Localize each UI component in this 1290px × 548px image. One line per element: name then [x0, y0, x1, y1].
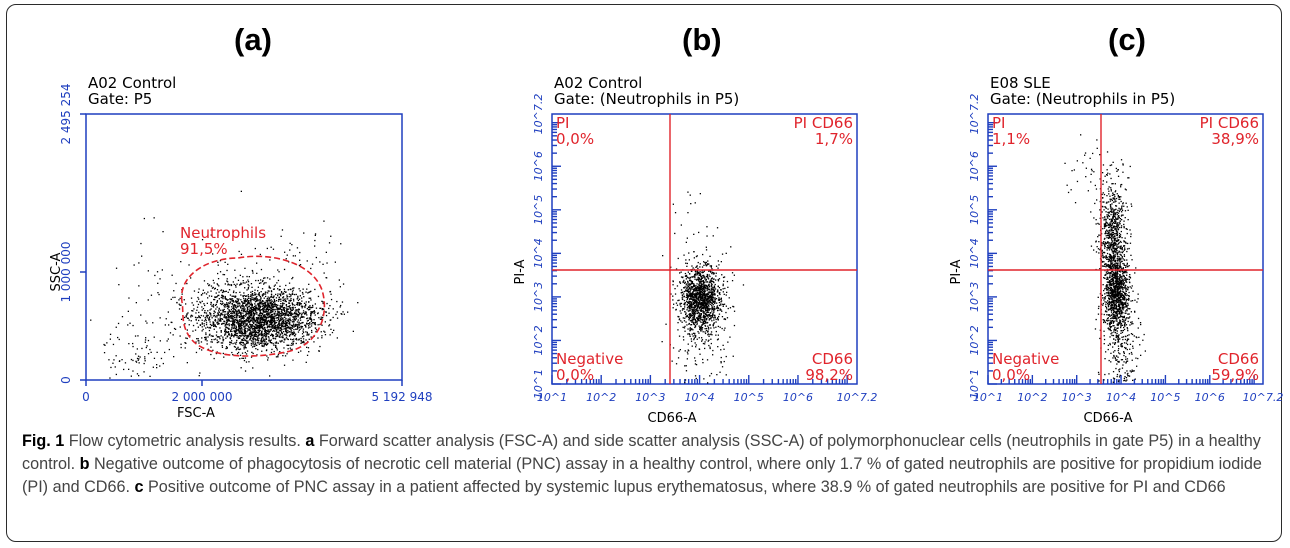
plot-b-y-tick-label: 10^3: [532, 282, 545, 312]
plot-c-quadrant-percent: 0,0%: [992, 366, 1030, 384]
plot-b-y-tick-label: 10^5: [532, 195, 545, 225]
plot-b-y-tick-label: 10^1: [532, 369, 545, 399]
plot-a-events: [90, 190, 359, 379]
plot-c-x-tick-label: 10^1: [973, 391, 1003, 404]
caption-fig-label: Fig. 1: [22, 432, 65, 450]
plot-a-frame: [85, 113, 403, 381]
plot-b-title: A02 Control: [554, 74, 642, 92]
plot-c-x-tick-label: 10^3: [1062, 391, 1092, 404]
plot-c-y-tick-label: 10^6: [968, 151, 981, 181]
plot-b-quadrant-percent: 1,7%: [815, 130, 853, 148]
plot-c-y-tick-label: 10^5: [968, 195, 981, 225]
caption-title: Flow cytometric analysis results.: [68, 432, 301, 450]
plot-c-events: [1064, 134, 1146, 383]
plot-c-quadrant-percent: 38,9%: [1211, 130, 1259, 148]
plot-b-x-tick-label: 10^7.2: [837, 391, 878, 404]
panel-label-a: (a): [234, 22, 272, 57]
plot-c-frame: [987, 113, 1264, 385]
plot-b-y-tick-label: 10^4: [532, 238, 545, 268]
plot-c-x-tick-label: 10^7.2: [1243, 391, 1284, 404]
plot-b-quadrant-name: Negative: [556, 350, 623, 368]
plot-b-x-tick-label: 10^6: [783, 391, 813, 404]
plot-b-quadrant-percent: 0,0%: [556, 130, 594, 148]
plot-b-x-tick-label: 10^4: [684, 391, 714, 404]
plot-a-y-tick-label: 0: [59, 376, 73, 384]
plot-b-quadrant-name: CD66: [812, 350, 853, 368]
plot-a-y-tick-label: 1 000 000: [59, 241, 73, 302]
plot-b-quadrant-percent: 98,2%: [805, 366, 853, 384]
plot-b-y-tick-label: 10^6: [532, 151, 545, 181]
panel-label-b: (b): [682, 22, 722, 57]
plot-b-y-tick-label: 10^2: [532, 325, 545, 355]
plot-a-y-axis-label: SSC-A: [49, 252, 64, 291]
plot-b-gate-label: Gate: (Neutrophils in P5): [554, 90, 739, 108]
plot-c-y-tick-label: 10^7.2: [968, 94, 981, 135]
plot-b-y-axis-label: PI-A: [513, 259, 528, 284]
plot-a-gate-percent: 91,5%: [180, 240, 228, 258]
plot-b-quadrant-name: PI: [556, 114, 569, 132]
plot-b-x-tick-label: 10^1: [537, 391, 567, 404]
plot-c-quadrant-name: PI: [992, 114, 1005, 132]
figure-frame: [6, 4, 1282, 542]
plot-b-x-tick-label: 10^2: [586, 391, 616, 404]
plot-c-y-tick-label: 10^4: [968, 238, 981, 268]
plot-b-x-tick-label: 10^3: [635, 391, 665, 404]
plot-c-x-tick-label: 10^5: [1150, 391, 1180, 404]
plot-b-x-tick-label: 10^5: [734, 391, 764, 404]
plot-b-y-tick-label: 10^7.2: [532, 94, 545, 135]
plot-a-x-tick-label: 5 192 948: [371, 390, 432, 404]
caption-c-text: Positive outcome of PNC assay in a patie…: [147, 478, 1226, 496]
plot-c-quadrant-name: CD66: [1218, 350, 1259, 368]
plot-c-x-tick-label: 10^4: [1106, 391, 1136, 404]
plot-b-events: [661, 191, 745, 384]
plot-a-neutrophils-gate: [180, 255, 326, 357]
plot-a-x-tick-label: 2 000 000: [171, 390, 232, 404]
plot-a-gate-label: Gate: P5: [88, 90, 152, 108]
plot-c-quadrant-percent: 1,1%: [992, 130, 1030, 148]
plot-c-x-tick-label: 10^2: [1017, 391, 1047, 404]
plot-c-y-tick-label: 10^2: [968, 325, 981, 355]
plot-b-quadrant-name: PI CD66: [794, 114, 853, 132]
panel-label-c: (c): [1108, 22, 1146, 57]
plot-b-x-axis-label: CD66-A: [648, 411, 697, 426]
figure-caption: Fig. 1 Flow cytometric analysis results.…: [22, 430, 1270, 499]
caption-b-label: b: [79, 455, 90, 473]
plot-a-title: A02 Control: [88, 74, 176, 92]
plot-b-quadrant-percent: 0,0%: [556, 366, 594, 384]
plot-a-gate-name: Neutrophils: [180, 224, 266, 242]
plot-c-y-axis-label: PI-A: [949, 259, 964, 284]
plot-c-x-tick-label: 10^6: [1195, 391, 1225, 404]
plot-c-y-tick-label: 10^3: [968, 282, 981, 312]
plot-c-gate-label: Gate: (Neutrophils in P5): [990, 90, 1175, 108]
plot-c-y-tick-label: 10^1: [968, 369, 981, 399]
plot-c-quadrant-percent: 59,9%: [1211, 366, 1259, 384]
plot-c-quadrant-name: Negative: [992, 350, 1059, 368]
plot-a-x-axis-label: FSC-A: [177, 406, 215, 421]
plot-a-x-tick-label: 0: [82, 390, 90, 404]
plot-c-x-axis-label: CD66-A: [1084, 411, 1133, 426]
caption-a-label: a: [305, 432, 315, 450]
caption-c-label: c: [134, 478, 144, 496]
plot-c-title: E08 SLE: [990, 74, 1051, 92]
plot-c-quadrant-name: PI CD66: [1200, 114, 1259, 132]
plot-b-frame: [551, 113, 858, 385]
plot-a-y-tick-label: 2 495 254: [59, 83, 73, 144]
caption-b-text: Negative outcome of phagocytosis of necr…: [22, 455, 1262, 496]
caption-a-text: Forward scatter analysis (FSC-A) and sid…: [22, 432, 1261, 473]
